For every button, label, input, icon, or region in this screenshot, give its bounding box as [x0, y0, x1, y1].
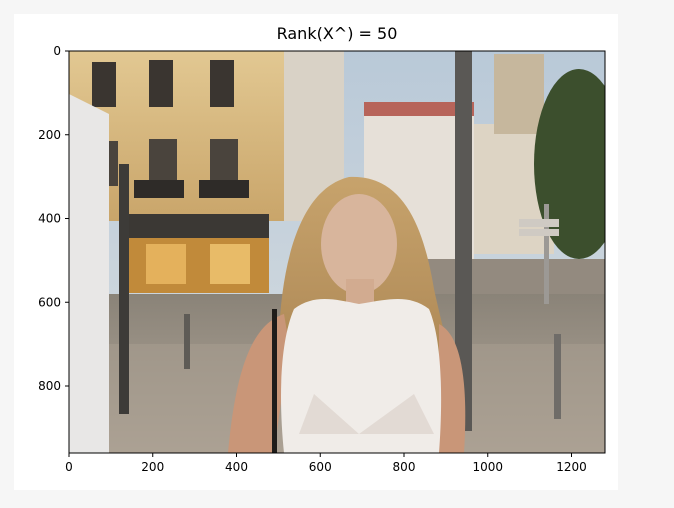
- x-tick-label: 1000: [472, 460, 503, 474]
- figure: Rank(X^) = 50: [14, 14, 618, 490]
- x-axis: 0 200 400 600 800 1000 1200: [65, 453, 587, 474]
- x-tick-label: 1200: [556, 460, 587, 474]
- plot-frame: [68, 50, 606, 454]
- y-axis: 0 200 400 600 800: [38, 44, 69, 393]
- y-tick-label: 800: [38, 379, 61, 393]
- x-tick-label: 400: [225, 460, 248, 474]
- chart-title: Rank(X^) = 50: [277, 24, 398, 43]
- x-tick-label: 600: [309, 460, 332, 474]
- y-tick-label: 600: [38, 295, 61, 309]
- x-tick-label: 0: [65, 460, 73, 474]
- chart: Rank(X^) = 50: [38, 24, 606, 474]
- y-tick-label: 0: [53, 44, 61, 58]
- y-tick-label: 400: [38, 212, 61, 226]
- x-tick-label: 200: [141, 460, 164, 474]
- photo-image: [69, 51, 605, 453]
- y-tick-label: 200: [38, 128, 61, 142]
- x-tick-label: 800: [393, 460, 416, 474]
